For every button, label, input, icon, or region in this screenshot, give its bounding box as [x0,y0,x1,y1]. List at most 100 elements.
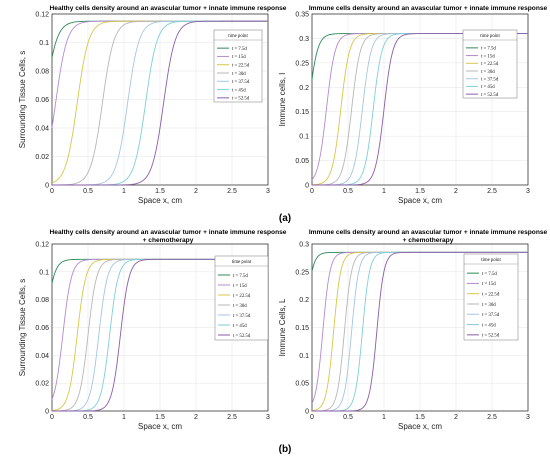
legend-entry: t = 7.5d [481,47,496,52]
plot-frame [311,13,529,186]
x-tick-label: 0 [310,414,314,421]
y-tick-label: 0.02 [35,154,49,161]
y-tick-label: 0.08 [35,69,49,76]
legend-entry: t = 22.5d [233,294,251,299]
x-tick-label: 1 [382,414,386,421]
chart-title: Healthy cells density around an avascula… [50,5,287,12]
y-tick-label: 0.06 [35,97,49,104]
y-tick-label: 0.05 [295,158,309,165]
y-tick-label: 0.02 [35,381,49,388]
x-tick-label: 2 [454,414,458,421]
chart-title-line: Immune cells density around an avascular… [309,229,548,236]
legend-entry: t = 7.5d [233,274,248,279]
series-line [312,251,528,412]
x-tick-label: 0.5 [83,414,93,421]
x-tick-label: 2.5 [227,414,237,421]
legend-entry: t = 37.5d [482,313,500,318]
y-tick-label: 0 [45,183,49,190]
y-tick-label: 0.1 [299,353,309,360]
series-line [52,20,268,186]
chart-title-line: + chemotherapy [403,237,454,244]
y-tick-label: 0.1 [39,40,49,47]
y-tick-label: 0.15 [295,109,309,116]
y-tick-label: 0.3 [299,242,309,249]
y-tick-label: 0.05 [295,381,309,388]
legend-entry: t = 45d [482,323,496,328]
legend-title: time point [232,260,252,265]
legend-entry: t = 30d [232,72,246,77]
x-axis-label: Space x, cm [138,196,182,205]
x-tick-label: 3 [266,414,270,421]
y-tick-label: 0 [305,183,309,190]
x-tick-label: 0.5 [343,414,353,421]
x-axis-label: Space x, cm [398,196,442,205]
legend-entry: t = 7.5d [232,47,247,52]
y-tick-label: 0.1 [39,269,49,276]
y-axis-label: Surrounding Tissue Cells, s [18,279,27,376]
y-tick-label: 0.04 [35,353,49,360]
legend-entry: t = 15d [481,54,495,59]
chart-healthy-cells-immune: 0 0.5 1 1.5 2 2.5 3 0 0.02 0.04 0.06 0.08 0.1 0.12Hea… [18,5,287,205]
legend-entry: t = 7.5d [482,272,497,277]
chart-title: Immune cells density around an avascular… [309,229,548,244]
x-axis-label: Space x, cm [138,422,182,431]
y-axis-label: Surrounding Tissue Cells, s [18,51,27,148]
x-tick-label: 3 [266,188,270,195]
legend-title: time point [480,34,500,39]
legend-entry: t = 52.5d [481,93,499,98]
y-tick-label: 0.25 [295,60,309,67]
y-tick-label: 0.08 [35,297,49,304]
x-tick-label: 0 [50,414,54,421]
y-tick-label: 0 [305,409,309,416]
x-tick-label: 2.5 [487,188,497,195]
y-tick-label: 0 [45,409,49,416]
x-tick-label: 2.5 [227,188,237,195]
y-tick-label: 0.1 [299,134,309,141]
chart-title-line: Healthy cells density around an avascula… [50,229,287,236]
x-tick-label: 0.5 [83,188,93,195]
x-tick-label: 1 [122,188,126,195]
legend-box [462,29,518,99]
y-tick-label: 0.12 [35,242,49,249]
y-tick-label: 0.15 [295,325,309,332]
legend-entry: t = 45d [233,324,247,329]
y-tick-label: 0.2 [299,85,309,92]
chart-title: Immune cells density around an avascular… [309,5,548,12]
plot-frame [311,243,529,412]
x-tick-label: 1 [382,188,386,195]
legend-entry: t = 15d [482,282,496,287]
legend-box [214,255,269,341]
legend-entry: t = 30d [482,303,496,308]
y-tick-label: 0.04 [35,126,49,133]
y-tick-label: 0.3 [299,36,309,43]
legend-entry: t = 15d [233,284,247,289]
x-tick-label: 1.5 [155,188,165,195]
x-tick-label: 0.5 [343,188,353,195]
panel-label-b: (b) [279,444,292,455]
x-tick-label: 2.5 [487,414,497,421]
legend-entry: t = 52.5d [232,97,250,102]
legend-entry: t = 30d [233,304,247,309]
legend-entry: t = 30d [481,70,495,75]
y-tick-label: 0.2 [299,297,309,304]
y-axis-label: Immune Cells, L [278,298,287,356]
chart-immune-cells-chemo: 0 0.5 1 1.5 2 2.5 300.050.10.150.20.250.3Immun… [278,229,548,431]
legend-entry: t = 37.5d [233,314,251,319]
legend-entry: t = 45d [232,88,246,93]
legend-entry: t = 22.5d [482,293,500,298]
x-tick-label: 1.5 [415,414,425,421]
legend-entry: t = 22.5d [232,64,250,69]
x-tick-label: 2 [194,414,198,421]
x-tick-label: 0 [50,188,54,195]
x-axis-label: Space x, cm [398,422,442,431]
x-tick-label: 1 [122,414,126,421]
x-tick-label: 2 [454,188,458,195]
legend-entry: t = 15d [232,55,246,60]
legend-entry: t = 52.5d [233,334,251,339]
panel-label-a: (a) [279,213,291,224]
y-tick-label: 0.35 [295,12,309,19]
y-tick-label: 0.06 [35,325,49,332]
chart-title-line: + chemotherapy [143,237,194,244]
legend-box [463,253,519,341]
